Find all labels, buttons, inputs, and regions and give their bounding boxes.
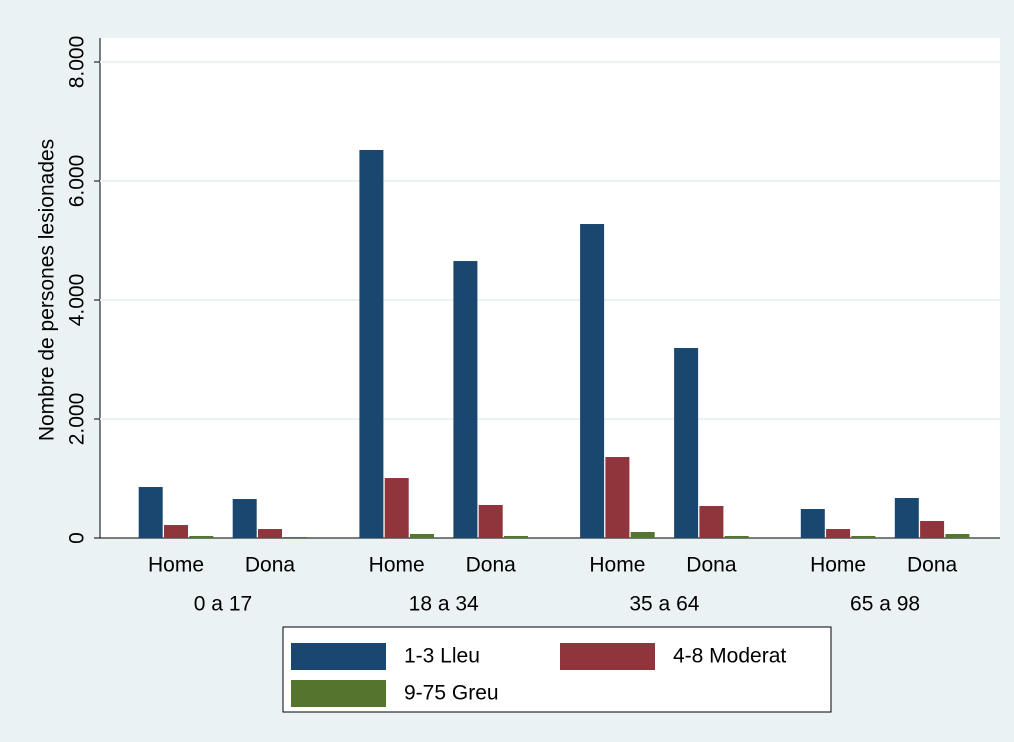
bar (189, 535, 214, 538)
bar (630, 531, 655, 538)
bar (232, 499, 257, 538)
x-tick-label: Dona (907, 554, 958, 577)
x-tick-label: Home (369, 554, 425, 577)
bar (504, 535, 528, 538)
x-tick-label: Dona (245, 554, 296, 577)
bar (164, 525, 188, 538)
y-tick-label: 2.000 (66, 393, 89, 446)
bar (580, 224, 605, 538)
legend-label: 1-3 Lleu (404, 645, 480, 668)
bar (605, 457, 630, 538)
group-label: 18 a 34 (409, 593, 479, 616)
x-tick-label: Home (810, 554, 866, 577)
x-tick-label: Dona (466, 554, 517, 577)
legend-label: 4-8 Moderat (673, 645, 786, 668)
bar (724, 535, 749, 538)
bar (359, 150, 384, 539)
bar (894, 498, 919, 538)
bar (920, 520, 945, 538)
y-tick-label: 4.000 (66, 274, 89, 327)
bar (258, 529, 282, 538)
legend-swatch (291, 680, 386, 707)
bar (453, 261, 478, 538)
y-tick-label: 6.000 (66, 155, 89, 208)
y-tick-label: 8.000 (66, 36, 89, 89)
bar (699, 505, 724, 538)
group-label: 35 a 64 (629, 593, 699, 616)
bar (826, 529, 851, 538)
bar (138, 487, 163, 538)
legend-label: 9-75 Greu (404, 682, 499, 705)
y-tick-label: 0 (66, 532, 89, 544)
bar (945, 534, 970, 538)
y-axis-title: Nombre de persones lesionades (36, 139, 59, 441)
bar (674, 348, 699, 538)
legend-swatch (291, 643, 386, 670)
bar (410, 534, 434, 538)
x-tick-label: Home (148, 554, 204, 577)
legend-swatch (560, 643, 655, 670)
x-tick-label: Dona (686, 554, 737, 577)
group-label: 65 a 98 (850, 593, 920, 616)
plot-area (100, 38, 1000, 538)
bar (800, 509, 825, 538)
group-label: 0 a 17 (194, 593, 252, 616)
bar (283, 536, 308, 538)
bar (478, 504, 503, 538)
bar (384, 478, 409, 538)
x-tick-label: Home (589, 554, 645, 577)
bar (851, 535, 876, 538)
